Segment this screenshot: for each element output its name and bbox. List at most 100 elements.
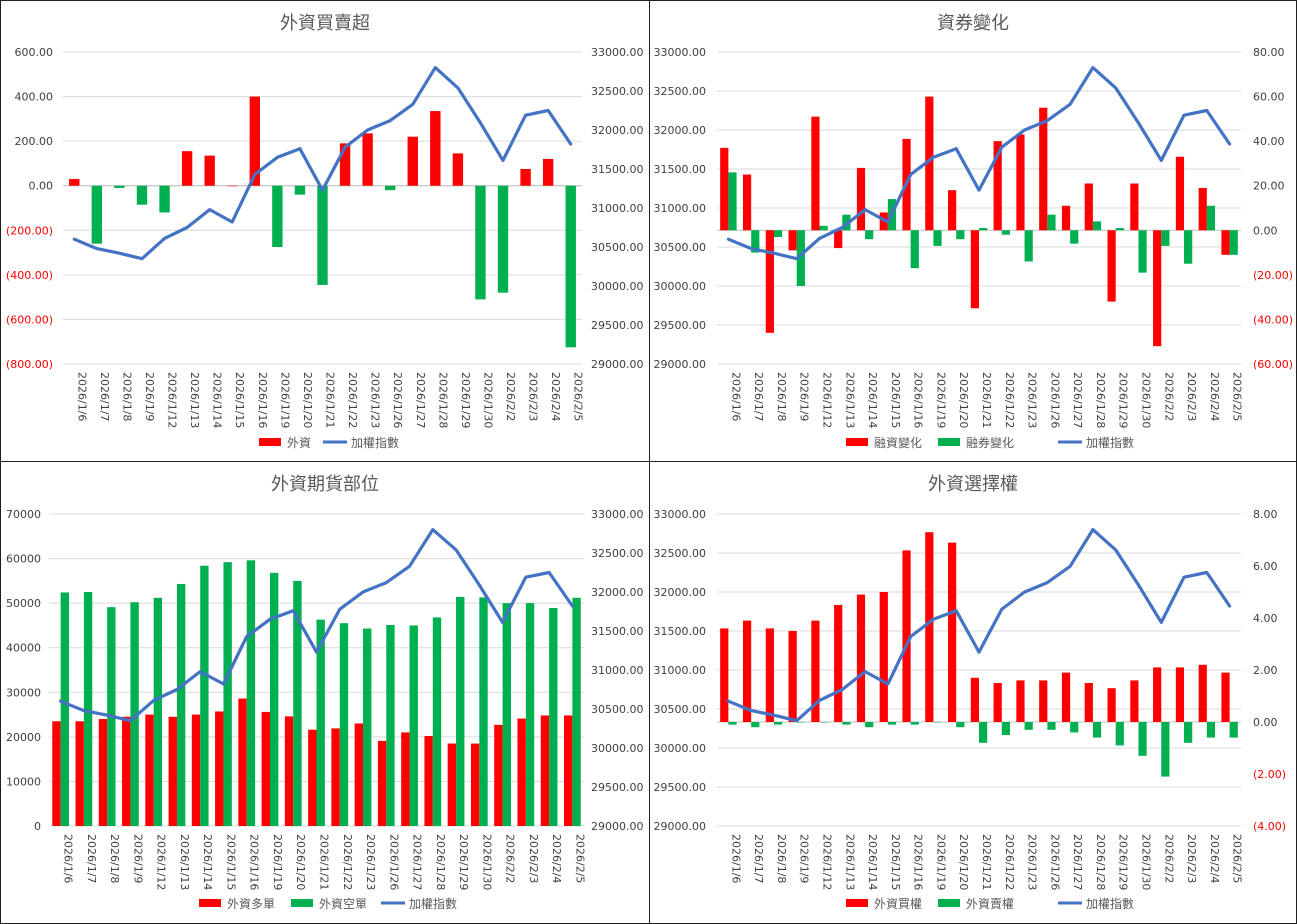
- y-tick-label: 10000: [6, 775, 41, 788]
- bar-series1: [215, 711, 224, 826]
- bar-series1: [925, 96, 934, 231]
- x-tick-label: 2026/2/4: [1208, 372, 1221, 421]
- bar-series1: [1107, 688, 1116, 722]
- x-tick-label: 2026/2/3: [527, 372, 540, 421]
- legend-swatch: [259, 438, 281, 446]
- y2-tick-label: (4.00): [1253, 820, 1286, 833]
- bar-series2: [842, 722, 851, 725]
- bar-series1: [52, 721, 61, 826]
- bar-series2: [1047, 214, 1056, 231]
- y-tick-label: 50000: [6, 597, 41, 610]
- bar-series1: [1039, 107, 1048, 231]
- x-tick-label: 2026/1/8: [775, 834, 788, 883]
- y-tick-label: 30500.00: [654, 241, 707, 254]
- bar-series1: [902, 550, 911, 722]
- x-tick-label: 2026/1/7: [752, 834, 765, 883]
- bar-foreign: [339, 143, 351, 186]
- x-tick-label: 2026/1/9: [131, 834, 144, 883]
- bar-series1: [377, 740, 387, 826]
- x-tick-label: 2026/1/23: [369, 372, 382, 428]
- bar-foreign: [362, 133, 373, 186]
- x-tick-label: 2026/1/9: [798, 834, 811, 883]
- index-line: [58, 527, 575, 723]
- bar-series2: [865, 230, 874, 240]
- x-tick-label: 2026/1/26: [1048, 834, 1061, 890]
- bar-series1: [856, 167, 866, 231]
- y2-tick-label: (40.00): [1253, 313, 1293, 326]
- y-tick-label: 31500.00: [654, 625, 707, 638]
- bar-foreign: [385, 185, 396, 191]
- chart-title: 外資買賣超: [280, 13, 370, 34]
- y-tick-label: 29500.00: [654, 781, 707, 794]
- y2-tick-label: 6.00: [1253, 560, 1278, 573]
- bar-series1: [788, 230, 797, 251]
- bar-series1: [1084, 183, 1093, 231]
- bar-foreign: [69, 179, 80, 186]
- bar-series2: [1001, 722, 1010, 735]
- bar-series1: [811, 620, 820, 722]
- x-tick-label: 2026/1/29: [1117, 834, 1130, 890]
- legend-swatch: [846, 899, 868, 907]
- bar-series2: [1070, 722, 1079, 733]
- bar-series1: [1130, 183, 1139, 231]
- y2-tick-label: 4.00: [1253, 612, 1278, 625]
- x-tick-label: 2026/1/30: [1140, 834, 1153, 890]
- x-tick-label: 2026/1/16: [912, 372, 925, 428]
- bar-series1: [993, 683, 1002, 722]
- bar-series2: [728, 172, 737, 231]
- legend-swatch: [938, 899, 960, 907]
- bar-series2: [910, 230, 919, 269]
- legend-swatch: [291, 899, 313, 907]
- x-tick-label: 2026/2/2: [1162, 372, 1175, 421]
- bar-series1: [1130, 680, 1139, 722]
- y-tick-label: 30000: [6, 686, 41, 699]
- bar-series2: [246, 560, 256, 826]
- index-line: [72, 65, 573, 261]
- bar-series1: [765, 230, 774, 333]
- bar-series2: [751, 722, 760, 728]
- x-tick-label: 2026/1/21: [980, 834, 993, 890]
- bar-series1: [1153, 667, 1162, 722]
- x-tick-label: 2026/1/8: [120, 372, 133, 421]
- bar-series1: [1061, 672, 1071, 722]
- x-tick-label: 2026/1/14: [866, 372, 879, 428]
- y2-tick-label: 60.00: [1253, 91, 1285, 104]
- x-tick-label: 2026/1/22: [1003, 372, 1016, 428]
- bar-series2: [956, 230, 965, 240]
- y2-tick-label: 30000.00: [591, 742, 644, 755]
- legend-label: 外資賣權: [966, 896, 1014, 911]
- bar-series2: [910, 722, 919, 725]
- x-tick-label: 2026/1/27: [1071, 372, 1084, 428]
- bar-series1: [834, 230, 843, 249]
- x-tick-label: 2026/1/14: [211, 372, 224, 428]
- y-tick-label: 40000: [6, 642, 41, 655]
- y-tick-label: 400.00: [15, 91, 54, 104]
- bar-series1: [1016, 680, 1025, 722]
- y-tick-label: 0: [34, 820, 41, 833]
- bar-series1: [1198, 187, 1207, 231]
- bar-series1: [145, 714, 154, 826]
- x-tick-label: 2026/2/4: [549, 372, 562, 421]
- y-tick-label: 33000.00: [654, 508, 707, 521]
- bar-series1: [122, 716, 131, 826]
- bar-series2: [796, 722, 805, 723]
- x-tick-label: 2026/2/2: [504, 372, 517, 421]
- y-tick-label: 30000.00: [654, 742, 707, 755]
- y-tick-label: 70000: [6, 508, 41, 521]
- x-tick-label: 2026/2/4: [1208, 834, 1221, 883]
- chart-svg: 外資買賣超 600.00 400.00 200.00 0.00 (200.00) (400.…: [6, 13, 644, 450]
- y-tick-label: 31000.00: [654, 202, 707, 215]
- y-tick-label: 60000: [6, 553, 41, 566]
- x-tick-label: 2026/1/16: [248, 834, 261, 890]
- x-tick-label: 2026/1/12: [166, 372, 179, 428]
- bar-series2: [176, 583, 186, 826]
- x-tick-label: 2026/1/30: [480, 834, 493, 890]
- bar-series2: [1229, 722, 1238, 738]
- x-tick-label: 2026/1/15: [225, 834, 238, 890]
- x-tick-label: 2026/1/27: [411, 834, 424, 890]
- x-tick-label: 2026/1/20: [301, 372, 314, 428]
- y2-tick-label: 33000.00: [591, 46, 644, 59]
- chart-title: 資券變化: [937, 13, 1009, 34]
- x-tick-label: 2026/2/5: [573, 834, 586, 883]
- margin-short-change-chart: 資券變化 33000.00 32500.00 32000.00 31500.00 3100…: [649, 0, 1297, 462]
